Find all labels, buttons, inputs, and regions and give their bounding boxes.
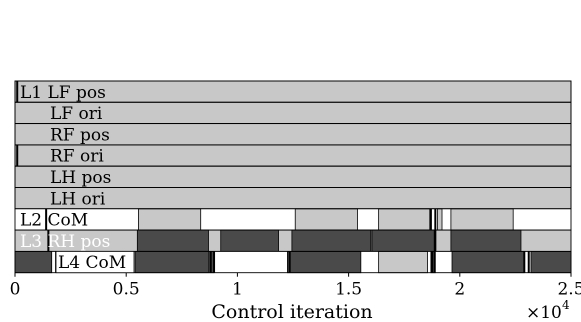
row-5: LH ori [14,187,572,209]
event-marker [527,251,530,273]
row-label: LH pos [50,168,111,188]
row-label: L1 LF pos [20,83,106,103]
segment-bar [134,250,209,274]
segment-bar [451,250,525,274]
segment-bar [437,208,443,231]
segment-bar [450,229,522,252]
event-marker [213,251,216,273]
event-marker [523,251,526,273]
x-tick-label: 0 [10,280,21,300]
segment-bar [138,208,202,231]
segment-bar [378,250,428,274]
row-4: LH pos [14,165,572,188]
event-marker [434,208,437,231]
row-label: RF pos [50,125,110,145]
row-1: LF ori [14,101,572,124]
x-tick-label: 0.5 [113,280,140,300]
x-axis-label: Control iteration [211,301,372,322]
x-tick-label: 2 [454,280,465,300]
x-multiplier-base: ×10 [526,303,562,322]
x-tick-label: 1 [232,280,243,300]
segment-bar [371,229,435,252]
event-marker [209,251,212,273]
row-3: RF ori [14,144,572,167]
row-label: L2 CoM [20,211,88,231]
row-border [14,250,572,274]
event-marker [433,251,436,273]
row-label: L3 RH pos [20,232,110,252]
event-marker [429,208,432,231]
label-box [55,250,135,274]
event-marker [431,251,433,273]
row-7: L3 RH pos [14,229,572,252]
x-tick-label: 1.5 [335,280,362,300]
row-label: LH ori [50,189,106,209]
segment-bar [530,250,572,274]
segment-bar [136,229,209,252]
event-marker [47,230,50,252]
segment-bar [287,250,362,274]
segment-bar [220,229,279,252]
event-marker [434,230,437,252]
event-marker [16,144,19,167]
segment-bar [14,250,53,274]
row-2: RF pos [14,123,572,145]
x-axis: 0 0.5 1 1.5 2 2.5 [10,272,581,300]
x-multiplier-exponent: 4 [562,298,570,312]
x-multiplier: ×10 4 [526,298,570,322]
row-label: LF ori [50,104,103,124]
row-label: RF ori [50,147,104,167]
segment-bar [294,208,358,231]
event-marker [45,208,48,231]
row-0: L1 LF pos [14,80,572,103]
row-8: L4 CoM [14,250,572,274]
segment-bar [450,208,514,231]
row-6: L2 CoM [14,208,572,231]
segment-bar [291,229,372,252]
segment-bar [378,208,431,231]
event-marker [288,251,291,273]
row-label: L4 CoM [58,253,126,273]
event-marker [16,81,19,103]
x-tick-label: 2.5 [557,280,581,300]
